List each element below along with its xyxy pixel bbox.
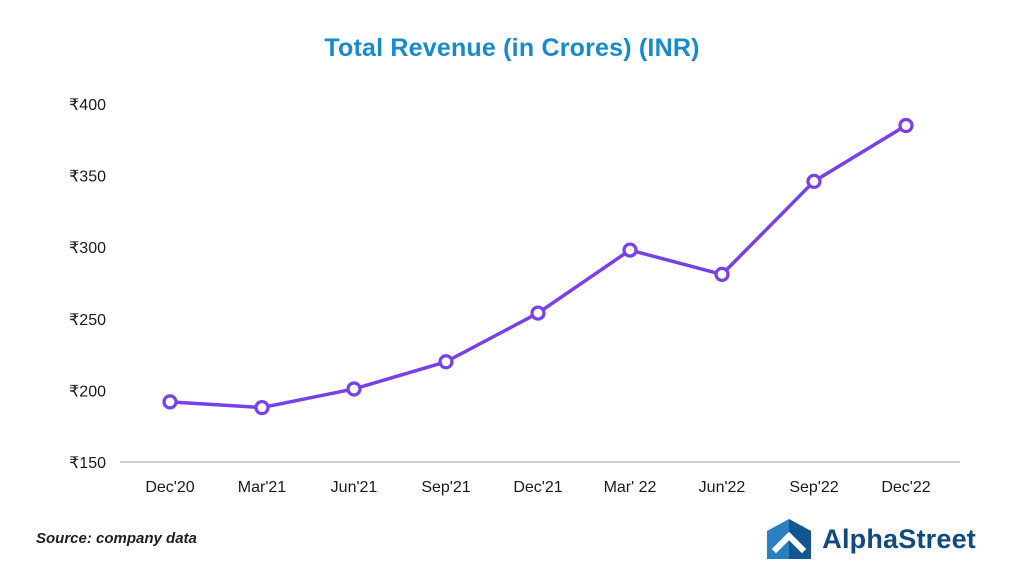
revenue-line bbox=[168, 123, 908, 410]
x-axis-tick-label: Dec'22 bbox=[881, 479, 930, 496]
y-axis-tick-label: ₹200 bbox=[69, 383, 106, 400]
x-axis-tick-label: Mar' 22 bbox=[604, 479, 657, 496]
y-axis-tick-label: ₹250 bbox=[69, 312, 106, 329]
source-text: Source: company data bbox=[36, 530, 197, 547]
brand-text: AlphaStreet bbox=[822, 523, 976, 554]
data-point-marker bbox=[898, 117, 914, 134]
data-point-marker bbox=[530, 305, 546, 321]
data-point-marker bbox=[162, 394, 178, 410]
data-point-marker bbox=[346, 381, 362, 397]
y-axis-tick-label: ₹150 bbox=[69, 455, 106, 472]
x-axis-tick-label: Sep'22 bbox=[789, 479, 838, 496]
data-point-marker bbox=[438, 354, 454, 370]
x-axis-tick-label: Jun'22 bbox=[699, 479, 746, 496]
x-axis-tick-label: Sep'21 bbox=[421, 479, 470, 496]
revenue-line-chart: ₹150 ₹200 ₹250 ₹300 ₹350 ₹400 Dec'20 Mar'21 Jun'… bbox=[69, 97, 960, 496]
y-axis-tick-label: ₹400 bbox=[69, 97, 106, 114]
data-point-marker bbox=[806, 173, 822, 189]
data-point-marker bbox=[622, 242, 638, 258]
alphastreet-logo-icon bbox=[767, 519, 812, 559]
chart-title: Total Revenue (in Crores) (INR) bbox=[324, 34, 700, 62]
x-axis-tick-label: Dec'20 bbox=[145, 479, 194, 496]
y-axis-tick-label: ₹350 bbox=[69, 169, 106, 186]
data-point-marker bbox=[714, 266, 730, 283]
alphastreet-logo: AlphaStreet bbox=[766, 518, 976, 560]
x-axis-tick-label: Jun'21 bbox=[331, 479, 378, 496]
y-axis-tick-label: ₹300 bbox=[69, 240, 106, 257]
data-point-marker bbox=[254, 399, 270, 416]
x-axis-tick-label: Dec'21 bbox=[513, 479, 562, 496]
x-axis-tick-label: Mar'21 bbox=[238, 479, 287, 496]
